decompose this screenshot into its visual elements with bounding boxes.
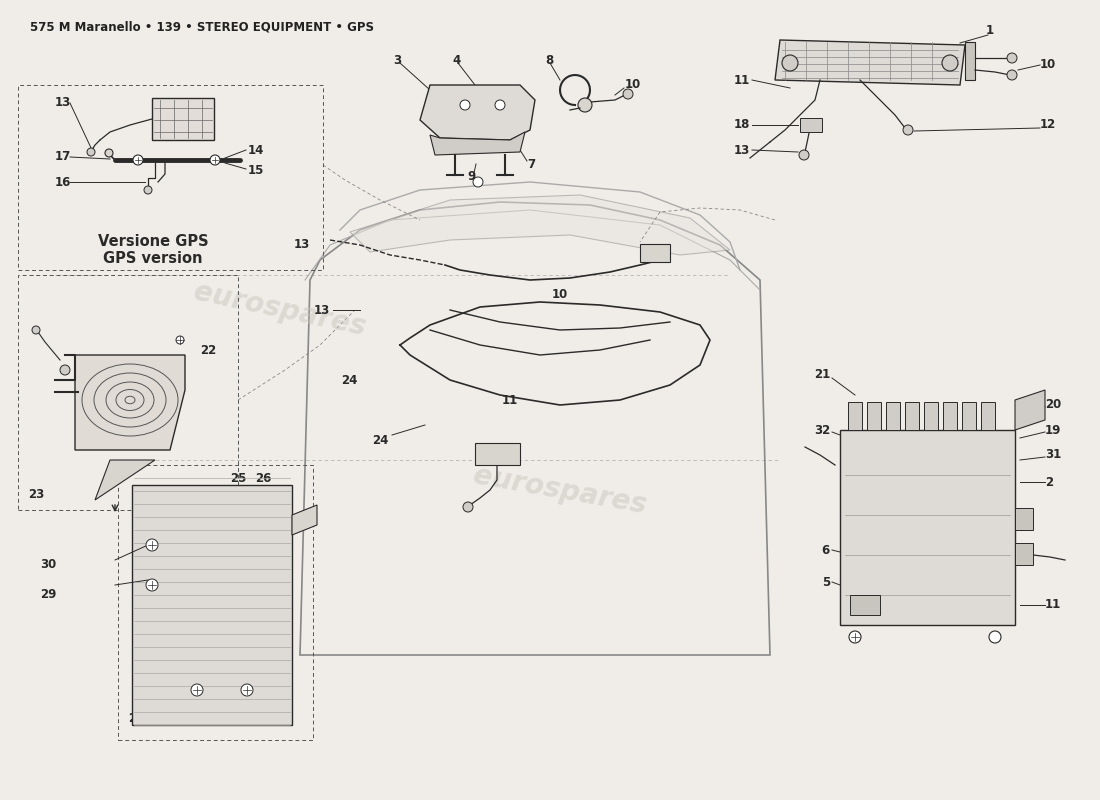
- Text: 28: 28: [158, 711, 175, 725]
- Bar: [905, 402, 918, 430]
- Circle shape: [146, 579, 158, 591]
- Bar: [850, 595, 880, 615]
- Circle shape: [133, 155, 143, 165]
- Circle shape: [144, 186, 152, 194]
- Circle shape: [989, 631, 1001, 643]
- Bar: [848, 402, 862, 430]
- Polygon shape: [1015, 390, 1045, 430]
- Text: 32: 32: [814, 423, 830, 437]
- Text: eurospares: eurospares: [471, 461, 649, 519]
- Text: 10: 10: [1040, 58, 1056, 71]
- Text: 3: 3: [393, 54, 402, 66]
- Text: 24: 24: [342, 374, 358, 386]
- Bar: [943, 402, 957, 430]
- Text: 29: 29: [40, 589, 56, 602]
- Text: 4: 4: [452, 54, 460, 66]
- Text: 10: 10: [552, 289, 568, 302]
- Circle shape: [473, 177, 483, 187]
- Circle shape: [1006, 70, 1018, 80]
- Bar: [475, 443, 520, 465]
- Text: 19: 19: [1045, 423, 1062, 437]
- Bar: [886, 402, 900, 430]
- Text: 18: 18: [734, 118, 750, 131]
- Circle shape: [623, 89, 632, 99]
- Circle shape: [799, 150, 808, 160]
- Polygon shape: [350, 195, 730, 255]
- Circle shape: [104, 149, 113, 157]
- Circle shape: [60, 365, 70, 375]
- Polygon shape: [292, 505, 317, 535]
- Circle shape: [176, 336, 184, 344]
- Text: 17: 17: [55, 150, 72, 163]
- Polygon shape: [776, 40, 965, 85]
- Text: 22: 22: [200, 343, 217, 357]
- Bar: [981, 402, 996, 430]
- Text: 9: 9: [468, 170, 475, 183]
- Bar: [1015, 543, 1033, 565]
- Text: 13: 13: [55, 97, 72, 110]
- Text: 575 M Maranello • 139 • STEREO EQUIPMENT • GPS: 575 M Maranello • 139 • STEREO EQUIPMENT…: [30, 20, 374, 33]
- Bar: [18, 275, 238, 510]
- Text: 8: 8: [544, 54, 553, 66]
- Bar: [867, 402, 881, 430]
- Bar: [800, 118, 822, 132]
- Text: 25: 25: [230, 471, 246, 485]
- Circle shape: [460, 100, 470, 110]
- Polygon shape: [75, 355, 185, 450]
- Bar: [152, 98, 214, 140]
- Text: 27: 27: [128, 711, 144, 725]
- Text: 7: 7: [527, 158, 535, 171]
- Bar: [1015, 508, 1033, 530]
- Text: 5: 5: [822, 575, 830, 589]
- Text: 12: 12: [1040, 118, 1056, 131]
- Text: 21: 21: [814, 369, 830, 382]
- Text: Versione GPS
GPS version: Versione GPS GPS version: [98, 234, 208, 266]
- Bar: [132, 485, 292, 725]
- Text: 24: 24: [372, 434, 388, 446]
- Text: 23: 23: [28, 489, 44, 502]
- Circle shape: [32, 326, 40, 334]
- Polygon shape: [420, 85, 535, 140]
- Text: 30: 30: [40, 558, 56, 571]
- Polygon shape: [95, 460, 155, 500]
- Circle shape: [903, 125, 913, 135]
- Text: 14: 14: [248, 143, 264, 157]
- Circle shape: [87, 148, 95, 156]
- Circle shape: [578, 98, 592, 112]
- Circle shape: [942, 55, 958, 71]
- Bar: [18, 85, 323, 270]
- Circle shape: [191, 684, 204, 696]
- Polygon shape: [430, 132, 525, 155]
- Bar: [840, 430, 1015, 625]
- Circle shape: [463, 502, 473, 512]
- Text: eurospares: eurospares: [191, 278, 368, 342]
- Text: 15: 15: [248, 163, 264, 177]
- Text: 11: 11: [734, 74, 750, 86]
- Bar: [118, 465, 314, 740]
- Circle shape: [849, 631, 861, 643]
- Circle shape: [1006, 53, 1018, 63]
- Text: 13: 13: [314, 303, 330, 317]
- Bar: [962, 402, 976, 430]
- Bar: [924, 402, 938, 430]
- Text: 16: 16: [55, 175, 72, 189]
- Text: 6: 6: [822, 543, 830, 557]
- Text: 11: 11: [1045, 598, 1062, 611]
- Text: 11: 11: [502, 394, 518, 406]
- Bar: [640, 244, 670, 262]
- Polygon shape: [965, 42, 975, 80]
- Text: 2: 2: [1045, 475, 1053, 489]
- Text: 26: 26: [255, 471, 272, 485]
- Text: 31: 31: [1045, 449, 1062, 462]
- Text: 20: 20: [1045, 398, 1062, 411]
- Circle shape: [495, 100, 505, 110]
- Text: 13: 13: [734, 143, 750, 157]
- Circle shape: [210, 155, 220, 165]
- Text: 13: 13: [294, 238, 310, 251]
- Circle shape: [782, 55, 797, 71]
- Circle shape: [146, 539, 158, 551]
- Circle shape: [241, 684, 253, 696]
- Text: 10: 10: [625, 78, 641, 91]
- Text: 1: 1: [986, 23, 994, 37]
